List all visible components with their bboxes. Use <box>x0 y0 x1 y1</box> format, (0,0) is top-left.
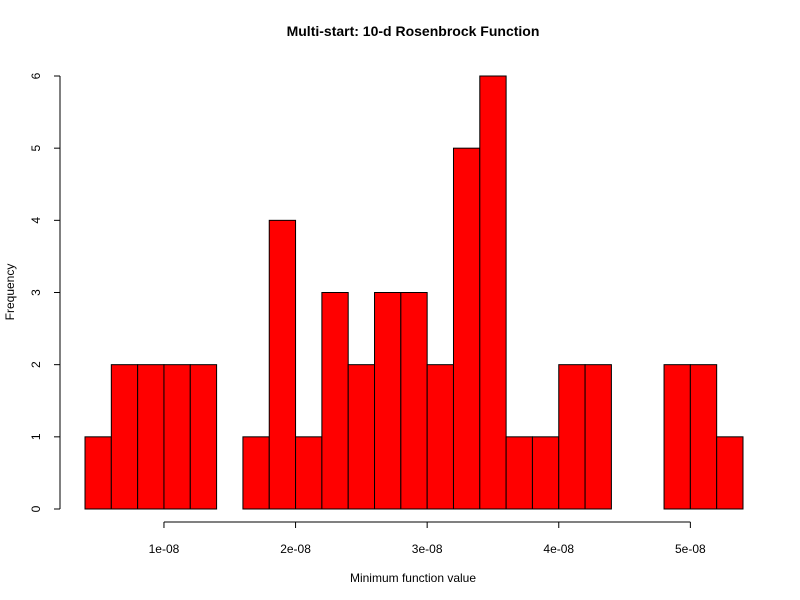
histogram-bar <box>452 147 481 510</box>
y-tick-label: 0 <box>29 505 43 512</box>
histogram-bar <box>584 364 612 510</box>
histogram-bar <box>663 364 691 510</box>
x-axis: 1e-08 2e-08 3e-08 4e-08 5e-08 <box>149 521 706 556</box>
histogram-bar <box>716 436 744 510</box>
y-tick-label: 6 <box>29 72 43 79</box>
histogram-bar <box>426 364 454 510</box>
histogram-bar <box>110 364 139 510</box>
histogram-bar <box>189 364 218 510</box>
y-tick-label: 4 <box>29 217 43 224</box>
histogram-bar <box>374 292 402 510</box>
histogram-bar <box>505 436 533 510</box>
y-axis: 0 1 2 3 4 5 6 <box>29 72 61 512</box>
histogram-bar <box>295 436 323 510</box>
y-tick-label: 3 <box>29 289 43 296</box>
histogram-bar <box>400 292 428 510</box>
x-axis-label: Minimum function value <box>350 571 476 585</box>
chart-title: Multi-start: 10-d Rosenbrock Function <box>287 23 540 39</box>
histogram-bar <box>84 436 112 510</box>
y-axis-label: Frequency <box>3 264 17 321</box>
histogram-bar <box>689 364 718 510</box>
bars-group <box>84 75 744 510</box>
histogram-bar <box>479 75 507 510</box>
x-tick-label: 3e-08 <box>412 542 443 556</box>
x-tick-label: 4e-08 <box>543 542 574 556</box>
x-tick-label: 2e-08 <box>280 542 311 556</box>
y-tick-label: 5 <box>29 145 43 152</box>
histogram-bar <box>137 364 165 510</box>
x-tick-label: 1e-08 <box>149 542 180 556</box>
y-tick-label: 2 <box>29 361 43 368</box>
histogram-bar <box>558 364 586 510</box>
histogram-bar <box>321 292 349 510</box>
histogram-bar <box>268 219 297 510</box>
y-tick-label: 1 <box>29 433 43 440</box>
histogram-bar <box>531 436 560 510</box>
histogram-bar <box>242 436 270 510</box>
x-tick-label: 5e-08 <box>675 542 706 556</box>
histogram-bar <box>163 364 191 510</box>
histogram-bar <box>347 364 376 510</box>
